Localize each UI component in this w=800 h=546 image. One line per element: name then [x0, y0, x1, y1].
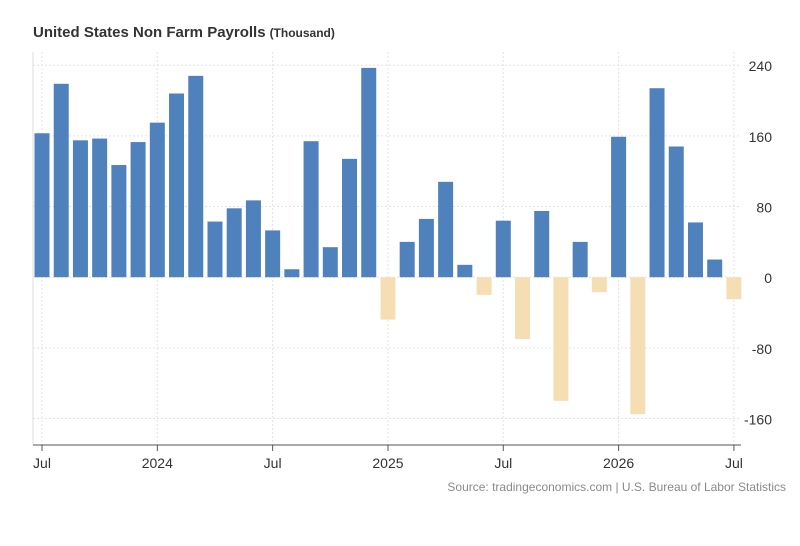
x-tick-label: Jul — [264, 455, 282, 471]
axis-layer — [32, 52, 741, 451]
bar — [72, 140, 88, 278]
bar — [34, 133, 50, 278]
bar — [457, 264, 473, 278]
bar — [591, 277, 607, 293]
y-tick-label: 0 — [764, 270, 772, 286]
bar — [284, 269, 300, 278]
bar — [265, 230, 281, 278]
bar — [418, 218, 434, 278]
bar — [303, 141, 319, 278]
bar — [726, 277, 742, 300]
bar — [515, 277, 530, 340]
tick-label-layer: 240 160 80 0 -80 -160 Jul 2024 Jul 2025 Jul 2026 Jul — [33, 58, 772, 471]
y-tick-label: 240 — [749, 58, 773, 74]
bar — [342, 158, 358, 278]
bar — [188, 75, 204, 278]
bar — [130, 142, 146, 278]
bar — [649, 88, 665, 278]
bar — [611, 136, 627, 278]
bar — [361, 67, 377, 278]
bar — [534, 210, 550, 278]
x-tick-label: Jul — [33, 455, 51, 471]
bar — [438, 181, 454, 278]
y-tick-label: -160 — [744, 412, 772, 428]
y-tick-label: 80 — [756, 200, 772, 216]
bar — [707, 259, 723, 278]
bars-layer — [34, 67, 742, 415]
bar — [226, 208, 242, 278]
x-tick-label: 2025 — [372, 455, 403, 471]
chart-title-unit: (Thousand) — [269, 26, 335, 40]
bar — [630, 277, 646, 415]
bar — [687, 222, 703, 278]
bar — [495, 220, 511, 278]
bar — [668, 146, 684, 278]
x-tick-label: 2024 — [142, 455, 173, 471]
bar — [553, 277, 569, 401]
chart-title-main: United States Non Farm Payrolls — [33, 24, 266, 41]
bar — [399, 241, 415, 278]
y-tick-label: -80 — [752, 341, 772, 357]
x-tick-label: Jul — [494, 455, 512, 471]
bar — [53, 83, 69, 278]
y-tick-label: 160 — [749, 129, 773, 145]
bar — [380, 277, 396, 320]
x-tick-label: Jul — [725, 455, 743, 471]
bar — [169, 93, 185, 278]
source-note: Source: tradingeconomics.com | U.S. Bure… — [447, 480, 786, 494]
bar — [245, 200, 261, 278]
bar — [149, 122, 165, 278]
bar — [322, 247, 338, 278]
bar — [111, 165, 127, 278]
x-tick-label: 2026 — [603, 455, 634, 471]
bar — [92, 138, 108, 278]
bar — [476, 277, 492, 295]
bar — [572, 241, 588, 278]
bar — [207, 221, 223, 278]
chart-title: United States Non Farm Payrolls (Thousand… — [33, 24, 335, 41]
